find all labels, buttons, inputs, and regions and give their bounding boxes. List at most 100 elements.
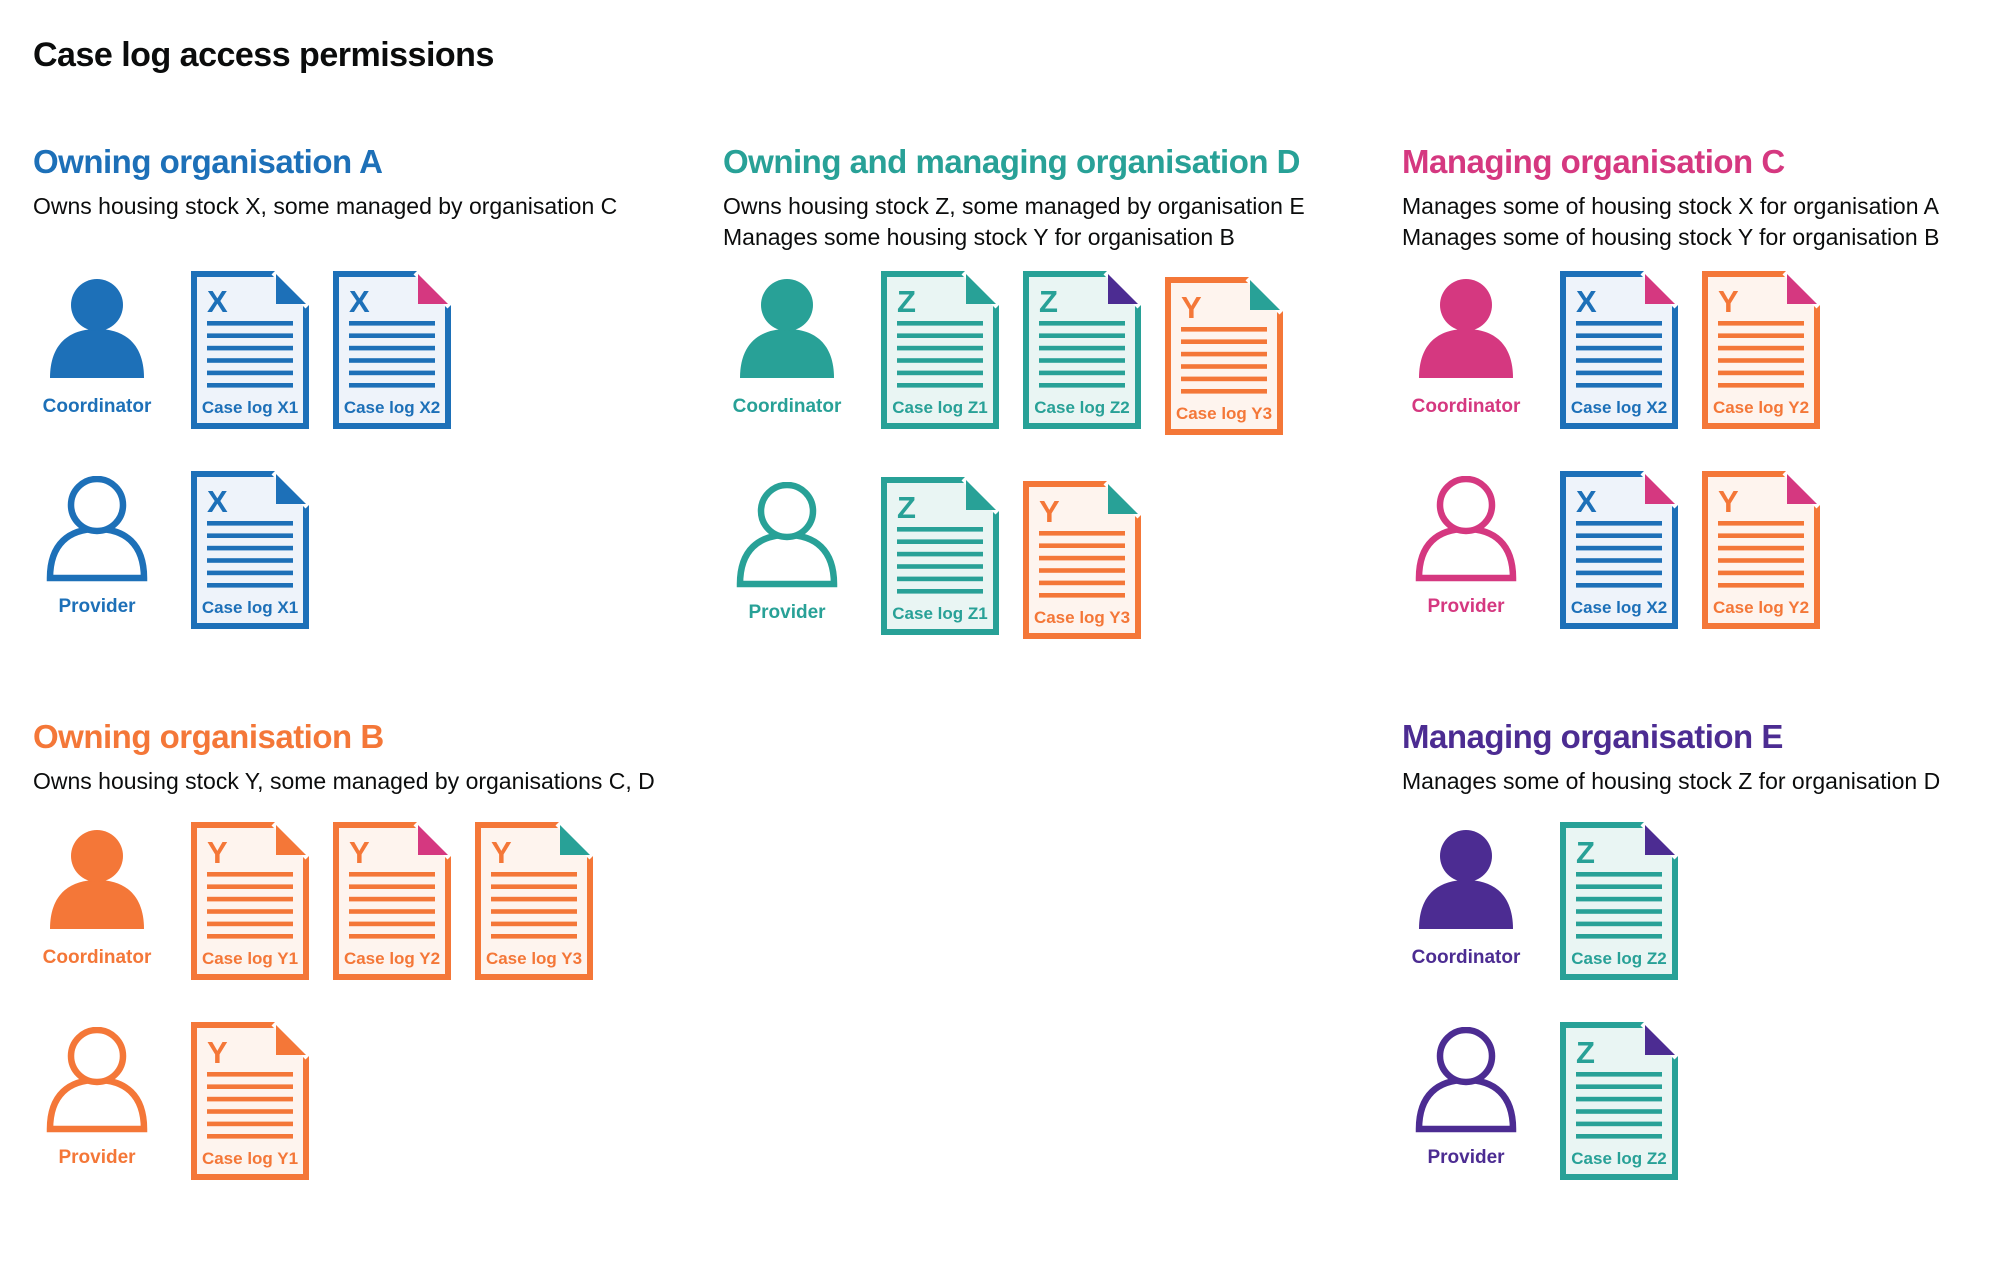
- doc-label: Case log X1: [202, 598, 298, 617]
- case-log-doc: Y Case log Y3: [475, 820, 595, 980]
- doc-text-line: [897, 539, 983, 544]
- case-log-doc: Y Case log Y3: [1165, 275, 1285, 435]
- doc-text-line: [207, 1096, 293, 1102]
- doc-text-line: [1181, 351, 1267, 357]
- doc-text-line: [1576, 1109, 1662, 1114]
- doc-text-line: [1181, 364, 1267, 369]
- document-with-folded-corner-icon: Y Case log Y2: [1702, 269, 1822, 429]
- document-with-folded-corner-icon: X Case log X1: [191, 469, 311, 629]
- doc-label: Case log X2: [344, 398, 440, 417]
- person-group: Provider: [723, 477, 851, 624]
- doc-text-line: [1039, 593, 1125, 598]
- doc-text-line: [1576, 345, 1662, 351]
- doc-text-line: [349, 909, 435, 914]
- person-role-label: Provider: [58, 1147, 136, 1168]
- doc-text-line: [207, 884, 293, 889]
- doc-label: Case log Z2: [1571, 1149, 1666, 1168]
- doc-text-line: [207, 345, 293, 351]
- person-head: [1440, 830, 1492, 882]
- doc-letter: Y: [1181, 290, 1202, 325]
- coordinator-icon: [1402, 827, 1530, 938]
- doc-fold-corner: [418, 825, 448, 855]
- doc-fold-corner: [1645, 1025, 1675, 1055]
- person-group: Provider: [1402, 1022, 1530, 1169]
- case-log-doc: Y Case log Y2: [1702, 469, 1822, 629]
- doc-text-line: [1576, 1121, 1662, 1127]
- doc-text-line: [1039, 383, 1125, 388]
- org-heading: Managing organisation C: [1402, 143, 1785, 180]
- doc-text-line: [1576, 921, 1662, 927]
- doc-text-line: [207, 558, 293, 563]
- document-with-folded-corner-icon: X Case log X2: [1560, 269, 1680, 429]
- doc-text-line: [1039, 321, 1125, 326]
- person-body: [1419, 880, 1513, 929]
- doc-text-line: [1576, 383, 1662, 388]
- person-role-label: Provider: [1427, 596, 1505, 617]
- org-heading: Owning organisation B: [33, 718, 384, 755]
- person-group: Provider: [1402, 471, 1530, 618]
- doc-text-line: [1039, 345, 1125, 351]
- doc-text-line: [1576, 934, 1662, 939]
- doc-fold-corner: [1645, 825, 1675, 855]
- doc-text-line: [491, 896, 577, 902]
- coordinator-icon: [1402, 276, 1530, 387]
- person-head: [1440, 279, 1492, 331]
- doc-fold-corner: [560, 825, 590, 855]
- case-log-doc: X Case log X1: [191, 469, 311, 629]
- person-role-label: Coordinator: [1411, 947, 1521, 968]
- doc-text-line: [1718, 521, 1804, 526]
- coordinator-row: Coordinator Z Case log Z1 Z Case log Z2 …: [723, 269, 1285, 435]
- doc-letter: Y: [207, 835, 228, 870]
- person-head: [67, 475, 127, 535]
- doc-label: Case log Z2: [1034, 398, 1129, 417]
- doc-label: Case log Y3: [1034, 608, 1130, 627]
- doc-fold-corner: [1108, 274, 1138, 304]
- person-outline-icon: [1415, 1026, 1517, 1133]
- person-body: [736, 531, 838, 588]
- doc-letter: Z: [897, 490, 916, 525]
- doc-letter: Y: [1039, 494, 1060, 529]
- case-log-doc: X Case log X2: [333, 269, 453, 429]
- coordinator-row: Coordinator Z Case log Z2: [1402, 820, 1680, 980]
- doc-text-line: [897, 345, 983, 351]
- person-group: Provider: [33, 1022, 161, 1169]
- doc-text-line: [1576, 909, 1662, 914]
- doc-text-line: [1039, 568, 1125, 573]
- org-section-b: Owning organisation B Owns housing stock…: [33, 718, 703, 1180]
- doc-text-line: [1576, 333, 1662, 338]
- doc-label: Case log Y1: [202, 949, 298, 968]
- doc-text-line: [1576, 896, 1662, 902]
- doc-text-line: [1718, 570, 1804, 576]
- person-filled-icon: [1419, 279, 1513, 378]
- doc-letter: Z: [1039, 284, 1058, 319]
- doc-letter: Z: [1576, 1035, 1595, 1070]
- document-with-folded-corner-icon: Z Case log Z1: [881, 475, 1001, 635]
- person-group: Coordinator: [33, 271, 161, 418]
- doc-text-line: [207, 1072, 293, 1077]
- case-log-doc: Z Case log Z2: [1560, 1020, 1680, 1180]
- doc-text-line: [1181, 339, 1267, 344]
- doc-letter: X: [207, 284, 228, 319]
- page-title: Case log access permissions: [33, 36, 494, 74]
- coordinator-icon: [33, 276, 161, 387]
- doc-text-line: [1718, 383, 1804, 388]
- document-with-folded-corner-icon: X Case log X2: [333, 269, 453, 429]
- doc-label: Case log Y1: [202, 1149, 298, 1168]
- person-group: Coordinator: [1402, 822, 1530, 969]
- doc-fold-corner: [966, 274, 996, 304]
- doc-text-line: [349, 345, 435, 351]
- person-filled-icon: [50, 279, 144, 378]
- person-body: [50, 329, 144, 378]
- person-head: [1436, 1026, 1496, 1086]
- doc-text-line: [207, 872, 293, 877]
- doc-text-line: [1576, 583, 1662, 588]
- doc-text-line: [207, 383, 293, 388]
- doc-letter: X: [349, 284, 370, 319]
- person-filled-icon: [740, 279, 834, 378]
- doc-text-line: [207, 934, 293, 939]
- doc-label: Case log Z1: [892, 604, 987, 623]
- doc-fold-corner: [1645, 474, 1675, 504]
- doc-letter: Z: [897, 284, 916, 319]
- person-body: [46, 1076, 148, 1133]
- doc-text-line: [1576, 358, 1662, 363]
